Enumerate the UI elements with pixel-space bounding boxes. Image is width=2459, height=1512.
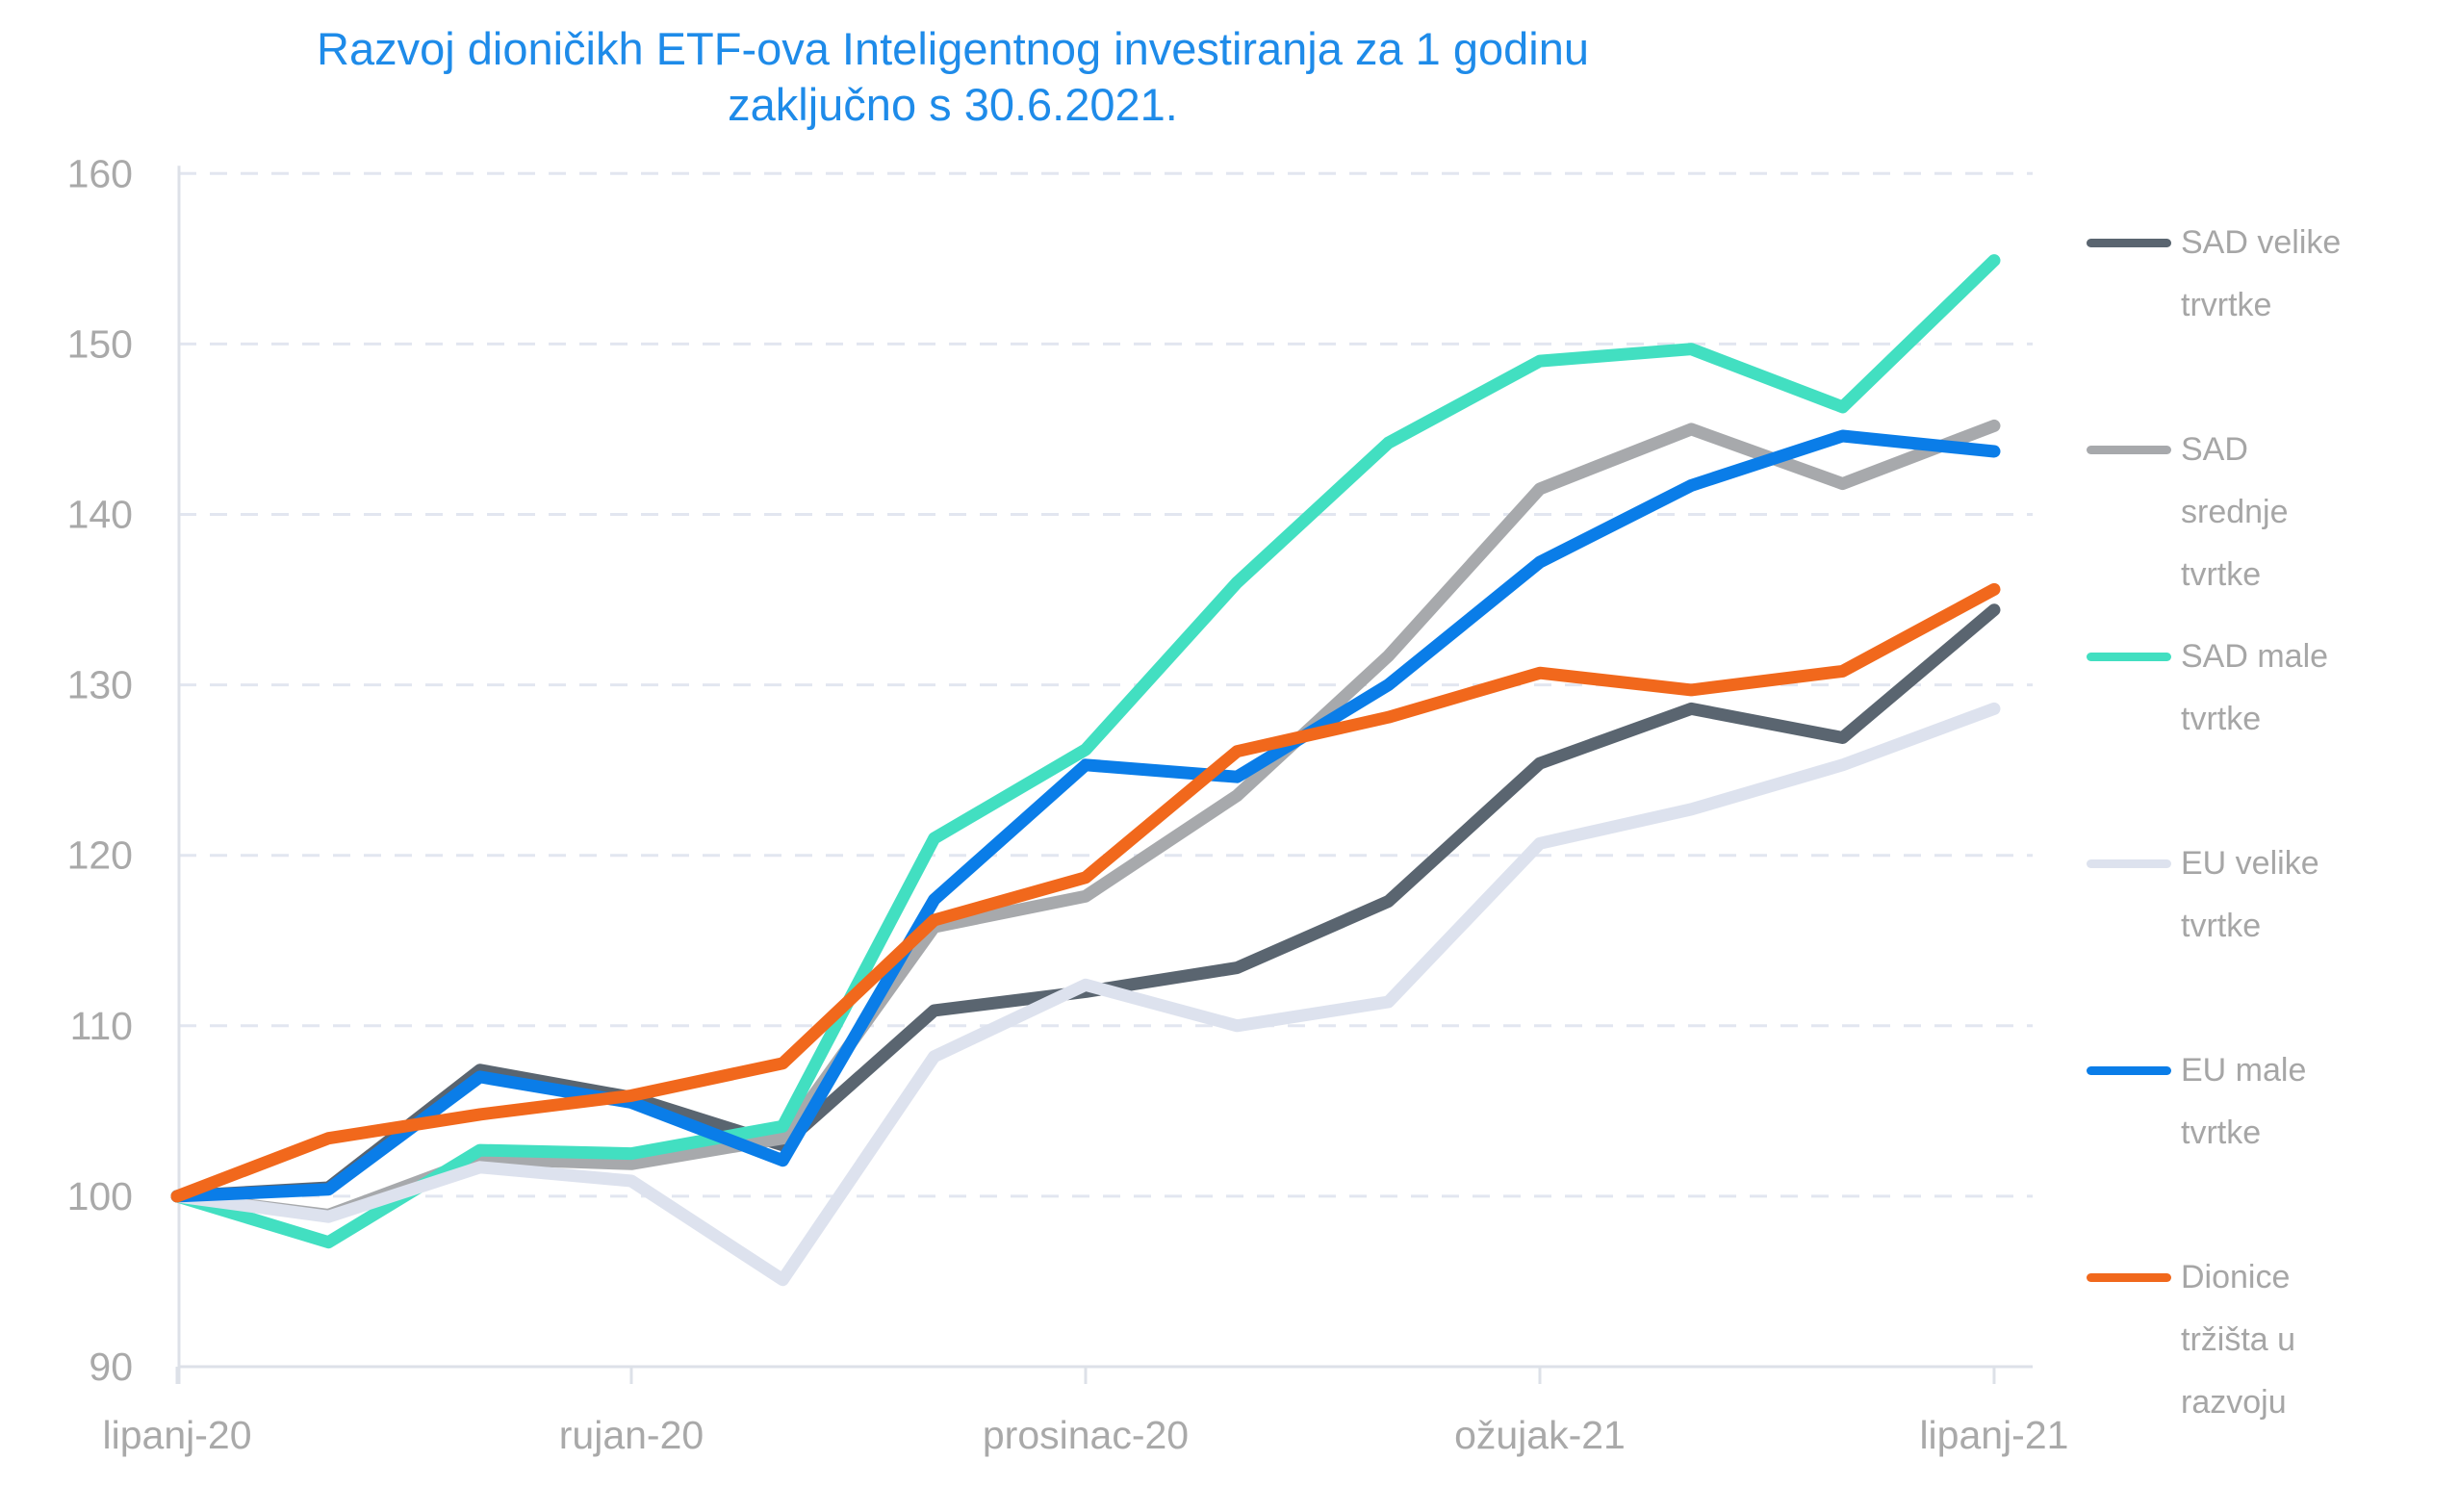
legend-item-eu-male-tvrtke: EU male tvrtke (2087, 1039, 2306, 1165)
legend-label-eu-male-tvrtke: EU male tvrtke (2181, 1052, 2307, 1151)
y-axis-label-90: 90 (89, 1345, 133, 1389)
legend-label-eu-velike-tvrtke: EU velike tvrtke (2181, 845, 2319, 944)
legend-item-sad-srednje-tvrtke: SAD srednje tvrtke (2087, 419, 2289, 606)
y-axis-label-100: 100 (67, 1174, 133, 1218)
y-axis-label-140: 140 (67, 493, 133, 537)
x-axis-label-prosinac-20: prosinac-20 (983, 1413, 1189, 1457)
legend-label-sad-srednje-tvrtke: SAD srednje tvrtke (2181, 431, 2289, 593)
series-line-dionice-tr-i-ta-u-razvoju (170, 582, 2001, 1203)
y-axis-label-160: 160 (67, 151, 133, 195)
series-line-eu-male-tvrtke (170, 429, 2001, 1203)
legend-item-sad-velike-trvrtke: SAD velike trvrtke (2087, 212, 2341, 337)
x-axis-label-lipanj-21: lipanj-21 (1919, 1413, 2068, 1457)
y-axis-label-110: 110 (70, 1004, 133, 1048)
y-axis-label-120: 120 (67, 833, 133, 878)
y-axis-label-130: 130 (67, 663, 133, 707)
legend-item-eu-velike-tvrtke: EU velike tvrtke (2087, 833, 2319, 958)
series-line-sad-srednje-tvrtke (170, 419, 2001, 1221)
series-line-sad-velike-trvrtke (170, 603, 2001, 1203)
legend-swatch-eu-male-tvrtke (2087, 1066, 2171, 1075)
legend-label-sad-velike-trvrtke: SAD velike trvrtke (2181, 224, 2342, 323)
chart-title-line-1: Razvoj dioničikh ETF-ova Inteligentnog i… (317, 23, 1589, 74)
chart-title-line-2: zaključno s 30.6.2021. (728, 79, 1178, 130)
legend-item-dionice-tr-i-ta-u-razvoju: Dionice tržišta u razvoju (2087, 1246, 2295, 1434)
series-line-sad-male-tvrtke (170, 254, 2001, 1249)
x-axis-label-lipanj-20: lipanj-20 (103, 1413, 252, 1457)
legend-label-dionice-tr-i-ta-u-razvoju: Dionice tržišta u razvoju (2181, 1259, 2296, 1421)
y-axis-label-150: 150 (67, 321, 133, 366)
legend-label-sad-male-tvrtke: SAD male tvrtke (2181, 638, 2329, 737)
legend-swatch-sad-velike-trvrtke (2087, 239, 2171, 247)
legend-swatch-dionice-tr-i-ta-u-razvoju (2087, 1273, 2171, 1282)
legend-item-sad-male-tvrtke: SAD male tvrtke (2087, 626, 2328, 751)
chart-title: Razvoj dioničikh ETF-ova Inteligentnog i… (154, 21, 1752, 133)
x-axis-label-o-ujak-21: ožujak-21 (1454, 1413, 1626, 1457)
legend-swatch-sad-srednje-tvrtke (2087, 446, 2171, 454)
legend-swatch-eu-velike-tvrtke (2087, 859, 2171, 868)
legend-swatch-sad-male-tvrtke (2087, 653, 2171, 661)
x-axis-label-rujan-20: rujan-20 (559, 1413, 704, 1457)
series-line-eu-velike-tvrtke (170, 702, 2001, 1287)
